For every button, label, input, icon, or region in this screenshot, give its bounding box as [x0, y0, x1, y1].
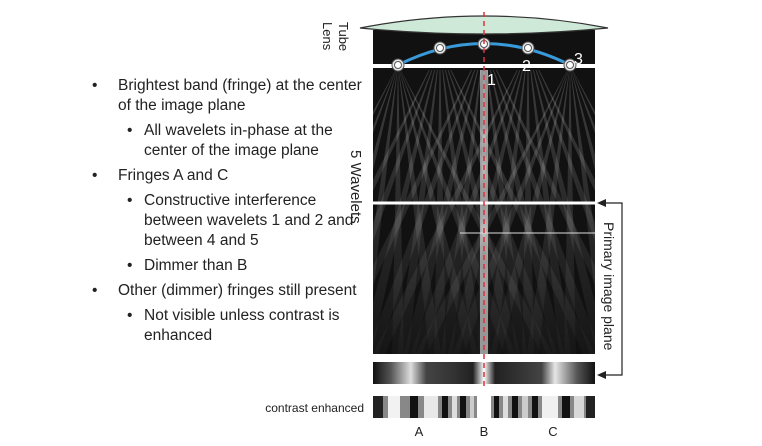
wavelet-ray	[532, 70, 595, 347]
wavelet-source	[566, 61, 574, 69]
enhanced-fringe-bar	[410, 396, 418, 418]
enhanced-fringe-bar	[477, 396, 491, 418]
lens-label: Lens	[320, 22, 335, 51]
bracket-arrow-bottom	[597, 371, 606, 379]
enhanced-fringe-bar	[532, 396, 538, 418]
fringe-label-c: C	[548, 424, 557, 439]
wavelet-ray	[410, 70, 521, 354]
bullet-item: Other (dimmer) fringes still present	[92, 281, 372, 301]
enhanced-fringe-bar	[542, 396, 558, 418]
wavelet-ray	[373, 70, 472, 285]
wavelet-ray	[571, 70, 595, 134]
enhanced-fringe-bar	[424, 396, 438, 418]
wavelet-ray	[526, 70, 570, 354]
bullet-item: Constructive interference between wavele…	[92, 191, 372, 251]
wavelets-label: 5 Wavelets	[347, 150, 364, 224]
wavelet-ray	[415, 70, 568, 354]
bullet-item: Fringes A and C	[92, 166, 372, 186]
wavelet-source	[394, 61, 402, 69]
enhanced-fringe-bar	[512, 396, 518, 418]
wavelet-ray	[373, 70, 396, 116]
image-plane-bracket	[602, 202, 623, 376]
wavelet-ray	[564, 70, 576, 354]
tube-label: Tube	[336, 22, 351, 51]
wavelet-number-3: 3	[574, 51, 583, 68]
bullet-item: Dimmer than B	[92, 256, 372, 276]
primary-image-plane-label: Primary image plane	[601, 222, 617, 351]
enhanced-fringe-bar	[562, 396, 570, 418]
enhanced-fringe-bar	[503, 396, 508, 418]
enhanced-fringe-bar	[452, 396, 457, 418]
wavelet-ray	[522, 70, 534, 354]
wavelet-ray	[570, 70, 595, 296]
bullet-list: Brightest band (fringe) at the center of…	[92, 76, 372, 351]
enhanced-fringe-bar	[460, 396, 466, 418]
wavelet-source	[524, 44, 532, 52]
bullet-item: Brightest band (fringe) at the center of…	[92, 76, 372, 116]
wavelet-number-1: 1	[487, 72, 496, 89]
interference-pattern	[373, 70, 595, 354]
wavelet-number-2: 2	[522, 58, 531, 75]
bullet-item: All wavelets in-phase at the center of t…	[92, 121, 372, 161]
wavelet-ray	[440, 70, 482, 354]
enhanced-fringe-bar	[470, 396, 474, 418]
fringe-label-b: B	[480, 424, 489, 439]
wavelet-ray	[373, 70, 430, 192]
wavelet-ray	[535, 70, 595, 242]
fringe-label-a: A	[415, 424, 424, 439]
wavelet-ray	[373, 70, 433, 242]
wavelet-ray	[373, 70, 397, 171]
bullet-item: Not visible unless contrast is enhanced	[92, 306, 372, 346]
enhanced-fringe-bar	[442, 396, 448, 418]
bracket-arrow-top	[597, 199, 606, 207]
wavelet-ray	[396, 70, 438, 354]
wavelet-ray	[403, 70, 479, 354]
wavelet-ray	[571, 70, 595, 171]
wavelet-ray	[572, 70, 595, 116]
wavelet-ray	[373, 70, 397, 134]
enhanced-fringe-bar	[388, 396, 400, 418]
enhanced-fringe-bar	[522, 396, 528, 418]
wavelet-source	[436, 44, 444, 52]
enhanced-fringe-bar	[494, 396, 499, 418]
enhanced-fringe-bar	[586, 396, 595, 418]
contrast-enhanced-label: contrast enhanced	[265, 401, 364, 415]
wavelet-ray	[484, 70, 526, 354]
wavelet-ray	[373, 70, 476, 354]
enhanced-fringe-bar	[373, 396, 383, 418]
enhanced-fringe-bar	[574, 396, 584, 418]
wavelet-ray	[489, 70, 569, 354]
